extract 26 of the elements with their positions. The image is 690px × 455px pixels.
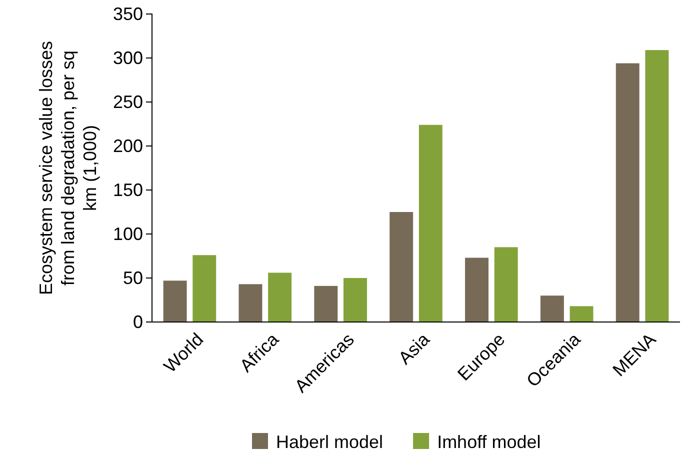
bar xyxy=(390,212,414,322)
legend-label: Haberl model xyxy=(276,432,384,452)
bar xyxy=(163,280,187,322)
bar xyxy=(238,284,262,322)
x-tick-label: Asia xyxy=(394,328,434,368)
bar xyxy=(465,258,488,322)
y-tick-label: 50 xyxy=(122,268,143,288)
bar xyxy=(616,63,640,322)
y-tick-label: 200 xyxy=(112,136,143,156)
y-tick-label: 0 xyxy=(132,312,143,332)
bar xyxy=(494,247,518,322)
y-tick-label: 350 xyxy=(112,4,143,24)
y-tick-label: 250 xyxy=(112,92,143,112)
bar xyxy=(540,296,564,322)
bar xyxy=(314,286,338,322)
bar xyxy=(344,278,367,322)
legend-label: Imhoff model xyxy=(437,432,541,452)
bar xyxy=(570,306,594,322)
bar xyxy=(268,272,292,322)
bar xyxy=(418,124,442,322)
y-tick-label: 100 xyxy=(112,224,143,244)
y-tick-label: 300 xyxy=(112,48,143,68)
bar xyxy=(645,50,669,322)
bar xyxy=(192,255,216,322)
y-axis-title: Ecosystem service value losses from land degradation, per sq km (1,000) xyxy=(36,40,100,296)
y-tick-label: 150 xyxy=(112,180,143,200)
